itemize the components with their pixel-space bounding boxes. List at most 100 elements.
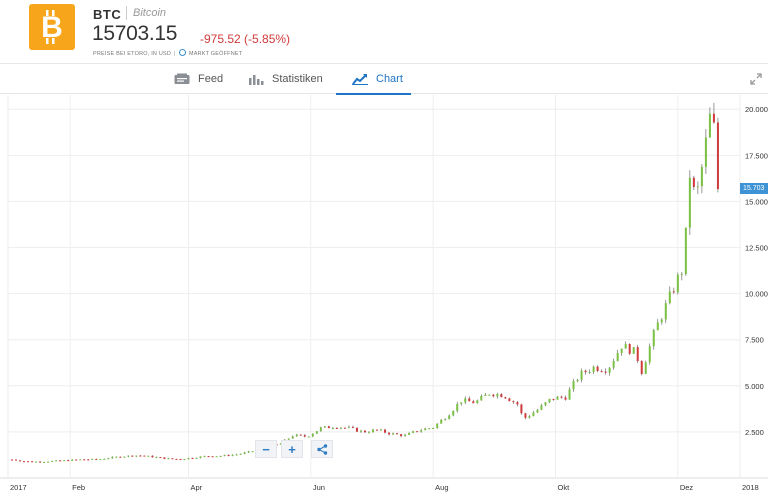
expand-icon[interactable] — [750, 72, 762, 85]
candle-body — [628, 343, 631, 354]
candle-body — [592, 366, 595, 372]
candle-body — [672, 291, 675, 293]
tab-statistiken[interactable]: Statistiken — [248, 64, 323, 94]
candle-body — [696, 186, 699, 188]
candle-body — [371, 429, 374, 433]
candle-body — [416, 431, 419, 433]
candle-body — [147, 455, 150, 457]
candle-body — [23, 461, 26, 463]
instrument-name: Bitcoin — [133, 7, 167, 19]
candle-body — [19, 460, 22, 462]
candle-body — [347, 426, 350, 428]
candle-body — [512, 401, 515, 403]
candle-body — [307, 436, 310, 438]
feed-icon — [174, 73, 190, 85]
candle-body — [600, 371, 603, 373]
candle-body — [536, 409, 539, 413]
candle-body — [432, 427, 435, 429]
candle-body — [163, 457, 166, 459]
price-chart[interactable]: 2.500 5.000 7.500 10.000 12.500 15.000 17.500 2… — [0, 95, 768, 499]
candle-body — [47, 461, 50, 463]
candle-body — [211, 456, 214, 458]
candle-body — [388, 432, 391, 435]
chart-icon — [352, 73, 368, 85]
candle-body — [408, 432, 411, 435]
y-tick-label: 12.500 — [745, 244, 768, 253]
candle-body — [472, 401, 475, 404]
candle-body — [223, 455, 226, 457]
candle-body — [700, 166, 703, 187]
candle-body — [504, 397, 507, 399]
share-button[interactable] — [311, 440, 333, 458]
candle-body — [27, 461, 30, 463]
candle-body — [576, 379, 579, 382]
candle-body — [75, 459, 78, 461]
candle-body — [604, 371, 607, 373]
candle-body — [31, 461, 34, 463]
candle-body — [219, 455, 222, 457]
candle-body — [404, 434, 407, 437]
tab-feed[interactable]: Feed — [174, 64, 223, 94]
candle-body — [440, 419, 443, 424]
candle-body — [644, 362, 647, 374]
y-tick-label: 20.000 — [745, 105, 768, 114]
candle-body — [327, 426, 330, 429]
candle-body — [492, 394, 495, 397]
stats-icon — [248, 73, 264, 85]
candle-body — [363, 430, 366, 433]
y-tick-label: 15.000 — [745, 197, 768, 206]
candle-body — [239, 453, 242, 455]
candle-body — [131, 455, 134, 457]
candle-body — [520, 404, 523, 414]
x-tick-label: Jun — [313, 483, 325, 492]
candle-body — [540, 405, 543, 410]
candle-body — [171, 458, 174, 460]
tab-chart[interactable]: Chart — [336, 64, 411, 95]
candle-body — [460, 402, 463, 404]
candle-body — [343, 427, 346, 429]
candle-body — [544, 402, 547, 406]
candle-body — [63, 460, 66, 462]
candle-body — [484, 394, 487, 396]
candle-body — [528, 416, 531, 418]
candle-body — [159, 457, 162, 459]
candle-body — [231, 454, 234, 456]
candle-body — [640, 361, 643, 374]
candle-body — [664, 303, 667, 320]
x-tick-label: 2017 — [10, 483, 27, 492]
candle-body — [227, 455, 230, 457]
candle-body — [143, 455, 146, 457]
candle-body — [656, 322, 659, 331]
candle-body — [676, 274, 679, 293]
candle-body — [167, 458, 170, 460]
candle-body — [367, 432, 370, 434]
candle-body — [215, 456, 218, 458]
candle-body — [247, 451, 250, 453]
x-tick-label: Okt — [557, 483, 570, 492]
candle-body — [299, 434, 302, 436]
candle-body — [688, 177, 691, 228]
candle-body — [323, 426, 326, 428]
candle-body — [123, 456, 126, 458]
candle-body — [179, 459, 182, 461]
zoom-in-button[interactable]: + — [281, 440, 303, 458]
candle-body — [71, 459, 74, 461]
candle-body — [51, 460, 54, 462]
candle-body — [488, 394, 491, 396]
candle-body — [456, 403, 459, 411]
candle-body — [199, 456, 202, 458]
candle-body — [335, 427, 338, 429]
price-note: PREISE BEI ETORO, IN USD | MARKT GEÖFFNE… — [93, 49, 242, 57]
candle-body — [548, 398, 551, 403]
candle-body — [584, 370, 587, 373]
candle-body — [496, 394, 499, 397]
y-tick-label: 5.000 — [745, 382, 764, 391]
candle-body — [580, 370, 583, 380]
candle-body — [712, 113, 715, 123]
price-source-text: PREISE BEI ETORO, IN USD — [93, 51, 172, 57]
tab-feed-label: Feed — [198, 73, 224, 85]
candle-body — [396, 433, 399, 435]
candle-body — [311, 433, 314, 437]
zoom-out-button[interactable]: − — [255, 440, 277, 458]
